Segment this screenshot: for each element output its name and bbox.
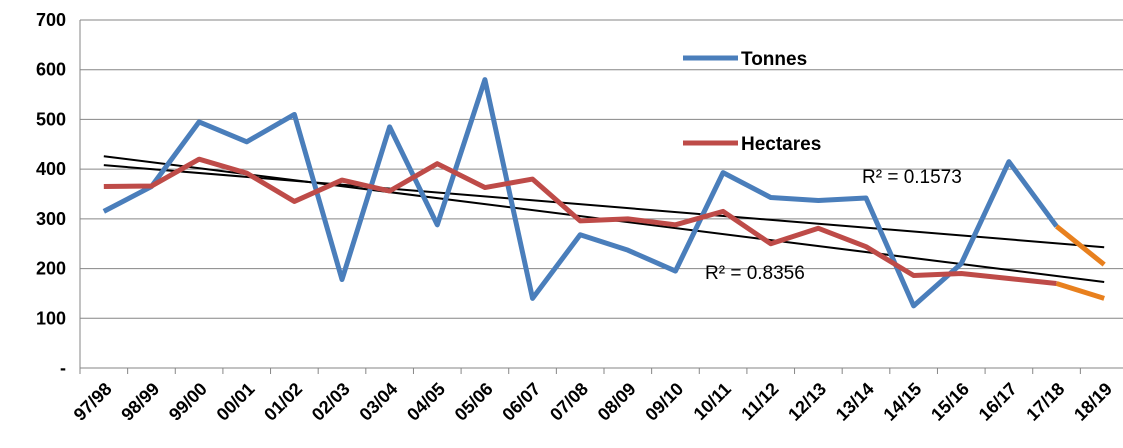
x-tick-label: 16/17	[975, 379, 1021, 425]
y-tick-label: 700	[36, 10, 66, 30]
annotations: R² = 0.1573 R² = 0.8356	[705, 167, 962, 284]
series-line-hectares	[103, 156, 1057, 286]
legend: Tonnes Hectares	[683, 49, 821, 155]
x-tick-label: 06/07	[498, 379, 544, 425]
x-tick-label: 08/09	[594, 379, 640, 425]
legend-entry-hectares: Hectares	[683, 134, 821, 155]
x-tick-label: 10/11	[690, 379, 735, 424]
y-tick-label: 500	[36, 109, 66, 129]
x-tick-label: 02/03	[308, 379, 354, 425]
legend-entry-tonnes: Tonnes	[683, 49, 807, 70]
y-tick-label: 200	[36, 259, 66, 279]
x-tick-label: 17/18	[1022, 379, 1068, 425]
y-tick-label: 100	[36, 308, 66, 328]
x-tick-label: 11/12	[737, 379, 782, 424]
x-tick-label: 09/10	[641, 379, 687, 425]
forecast-line-tonnes	[1054, 224, 1106, 267]
x-tick-label: 04/05	[403, 379, 449, 425]
series-line-tonnes	[102, 77, 1059, 309]
x-tick-label: 99/00	[165, 379, 211, 425]
y-tick-label: -	[60, 358, 66, 378]
r2-label-hectares: R² = 0.8356	[705, 263, 805, 284]
x-tick-label: 03/04	[355, 379, 401, 425]
x-tick-label: 12/13	[784, 379, 830, 425]
x-tick-label: 13/14	[832, 379, 878, 425]
x-tick-label: 00/01	[213, 379, 259, 425]
y-tick-label: 300	[36, 209, 66, 229]
x-tick-label: 15/16	[927, 379, 973, 425]
legend-label-tonnes: Tonnes	[741, 49, 807, 70]
x-tick-label: 97/98	[70, 379, 116, 425]
y-tick-label: 600	[36, 60, 66, 80]
trendline-tonnes	[103, 164, 1105, 249]
x-tick-label: 01/02	[260, 379, 306, 425]
x-tick-label: 05/06	[451, 379, 497, 425]
x-tick-label: 14/15	[879, 379, 925, 425]
x-tick-label: 18/19	[1070, 379, 1116, 425]
x-tick-label: 98/99	[117, 379, 163, 425]
y-tick-label: 400	[36, 159, 66, 179]
forecast-line-hectares	[1055, 281, 1105, 301]
x-tick-label: 07/08	[546, 379, 592, 425]
legend-label-hectares: Hectares	[741, 134, 821, 155]
r2-label-tonnes: R² = 0.1573	[862, 167, 962, 188]
series-lines	[102, 77, 1106, 309]
